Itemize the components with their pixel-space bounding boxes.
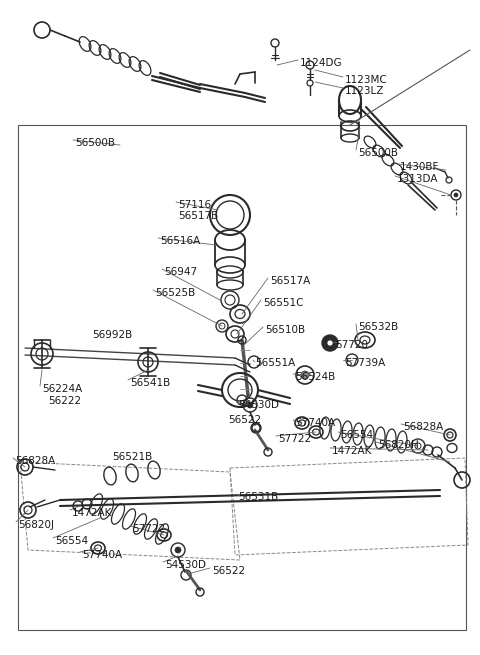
- Text: 1123MC: 1123MC: [345, 75, 388, 85]
- Text: 1123LZ: 1123LZ: [345, 86, 384, 96]
- Text: 56500B: 56500B: [75, 138, 115, 148]
- Text: 56541B: 56541B: [130, 378, 170, 388]
- Text: 56524B: 56524B: [295, 372, 335, 382]
- Text: 56222: 56222: [48, 396, 81, 406]
- Text: 56522: 56522: [212, 566, 245, 576]
- Text: 1313DA: 1313DA: [397, 174, 439, 184]
- Text: 54530D: 54530D: [238, 400, 279, 410]
- Text: 56224A: 56224A: [42, 384, 82, 394]
- Text: 56522: 56522: [228, 415, 261, 425]
- Text: 56828A: 56828A: [403, 422, 443, 432]
- Circle shape: [327, 340, 333, 346]
- Text: 56521B: 56521B: [112, 452, 152, 462]
- Text: 56531B: 56531B: [238, 492, 278, 502]
- Text: 57740A: 57740A: [82, 550, 122, 560]
- Text: 56500B: 56500B: [358, 148, 398, 158]
- Text: 54530D: 54530D: [165, 560, 206, 570]
- Text: 57722: 57722: [278, 434, 311, 444]
- Text: 56820H: 56820H: [378, 440, 419, 450]
- Text: 1430BF: 1430BF: [400, 162, 439, 172]
- Text: 56554: 56554: [340, 430, 373, 440]
- Circle shape: [322, 335, 338, 351]
- Text: 56820J: 56820J: [18, 520, 54, 530]
- Text: 56554: 56554: [55, 536, 88, 546]
- Text: 57720: 57720: [335, 340, 368, 350]
- Text: 56947: 56947: [164, 267, 197, 277]
- Text: 1472AK: 1472AK: [72, 508, 112, 518]
- Text: 56992B: 56992B: [92, 330, 132, 340]
- Text: 56551A: 56551A: [255, 358, 295, 368]
- Circle shape: [175, 547, 181, 553]
- Circle shape: [454, 193, 458, 197]
- Text: 56532B: 56532B: [358, 322, 398, 332]
- Text: 57116: 57116: [178, 200, 211, 210]
- Circle shape: [301, 371, 309, 379]
- Text: 57740A: 57740A: [295, 418, 335, 428]
- Text: 56517A: 56517A: [270, 276, 310, 286]
- Text: 57722: 57722: [132, 524, 165, 534]
- Text: 1472AK: 1472AK: [332, 446, 372, 456]
- Text: 56517B: 56517B: [178, 211, 218, 221]
- Circle shape: [247, 402, 253, 408]
- Text: 56551C: 56551C: [263, 298, 303, 308]
- Text: 56510B: 56510B: [265, 325, 305, 335]
- Text: 56828A: 56828A: [15, 456, 55, 466]
- Bar: [18, 125, 466, 630]
- Text: 57739A: 57739A: [345, 358, 385, 368]
- Text: 1124DG: 1124DG: [300, 58, 343, 68]
- Text: 56525B: 56525B: [155, 288, 195, 298]
- Text: 56516A: 56516A: [160, 236, 200, 246]
